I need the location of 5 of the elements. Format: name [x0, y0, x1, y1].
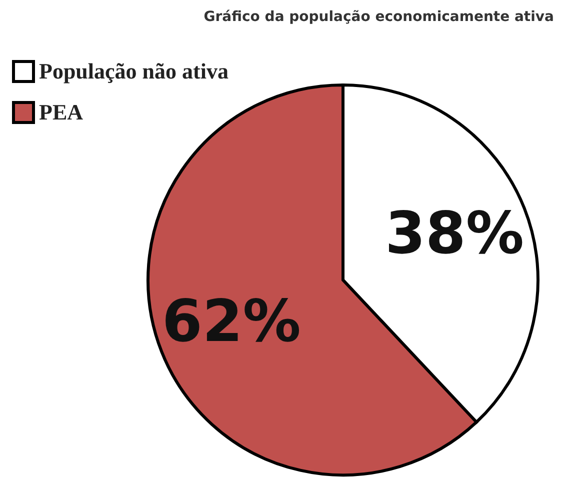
data-label: 38%	[385, 198, 524, 267]
legend-label: PEA	[39, 100, 84, 124]
data-label: 62%	[162, 287, 301, 356]
legend-label: População não ativa	[39, 58, 228, 84]
chart-title: Gráfico da população economicamente ativa	[204, 9, 554, 25]
